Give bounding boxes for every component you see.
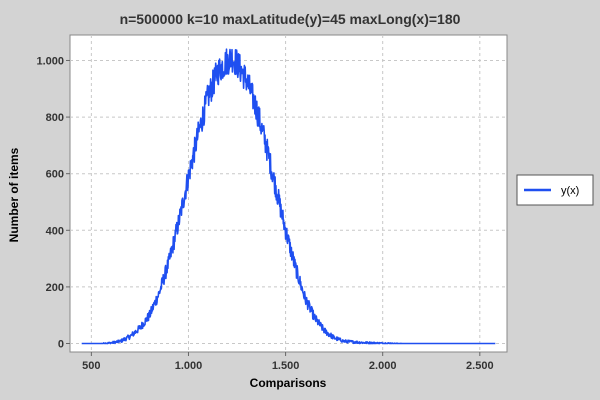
x-tick-label: 1.000	[175, 360, 203, 372]
y-tick-label: 0	[58, 339, 64, 351]
y-tick-label: 1.000	[36, 55, 64, 67]
axis-ticks: 500 1.000 1.500 2.000 2.500 0 200 400 600 800 1.00…	[36, 55, 493, 372]
x-tick-label: 2.500	[466, 360, 494, 372]
y-tick-label: 600	[46, 169, 64, 181]
y-axis-label: Number of items	[7, 147, 21, 242]
legend: y(x)	[516, 174, 594, 206]
x-tick-label: 500	[82, 360, 100, 372]
plot-area	[69, 34, 508, 353]
x-tick-label: 1.500	[272, 360, 300, 372]
y-tick-label: 200	[46, 282, 64, 294]
series-layer	[81, 48, 496, 345]
grid	[70, 35, 507, 352]
x-tick-label: 2.000	[369, 360, 397, 372]
x-axis-label: Comparisons	[250, 376, 327, 390]
chart-title: n=500000 k=10 maxLatitude(y)=45 maxLong(…	[120, 11, 461, 27]
series-line-y-x	[81, 48, 496, 345]
legend-label: y(x)	[561, 185, 579, 197]
y-tick-label: 800	[46, 112, 64, 124]
y-tick-label: 400	[46, 225, 64, 237]
